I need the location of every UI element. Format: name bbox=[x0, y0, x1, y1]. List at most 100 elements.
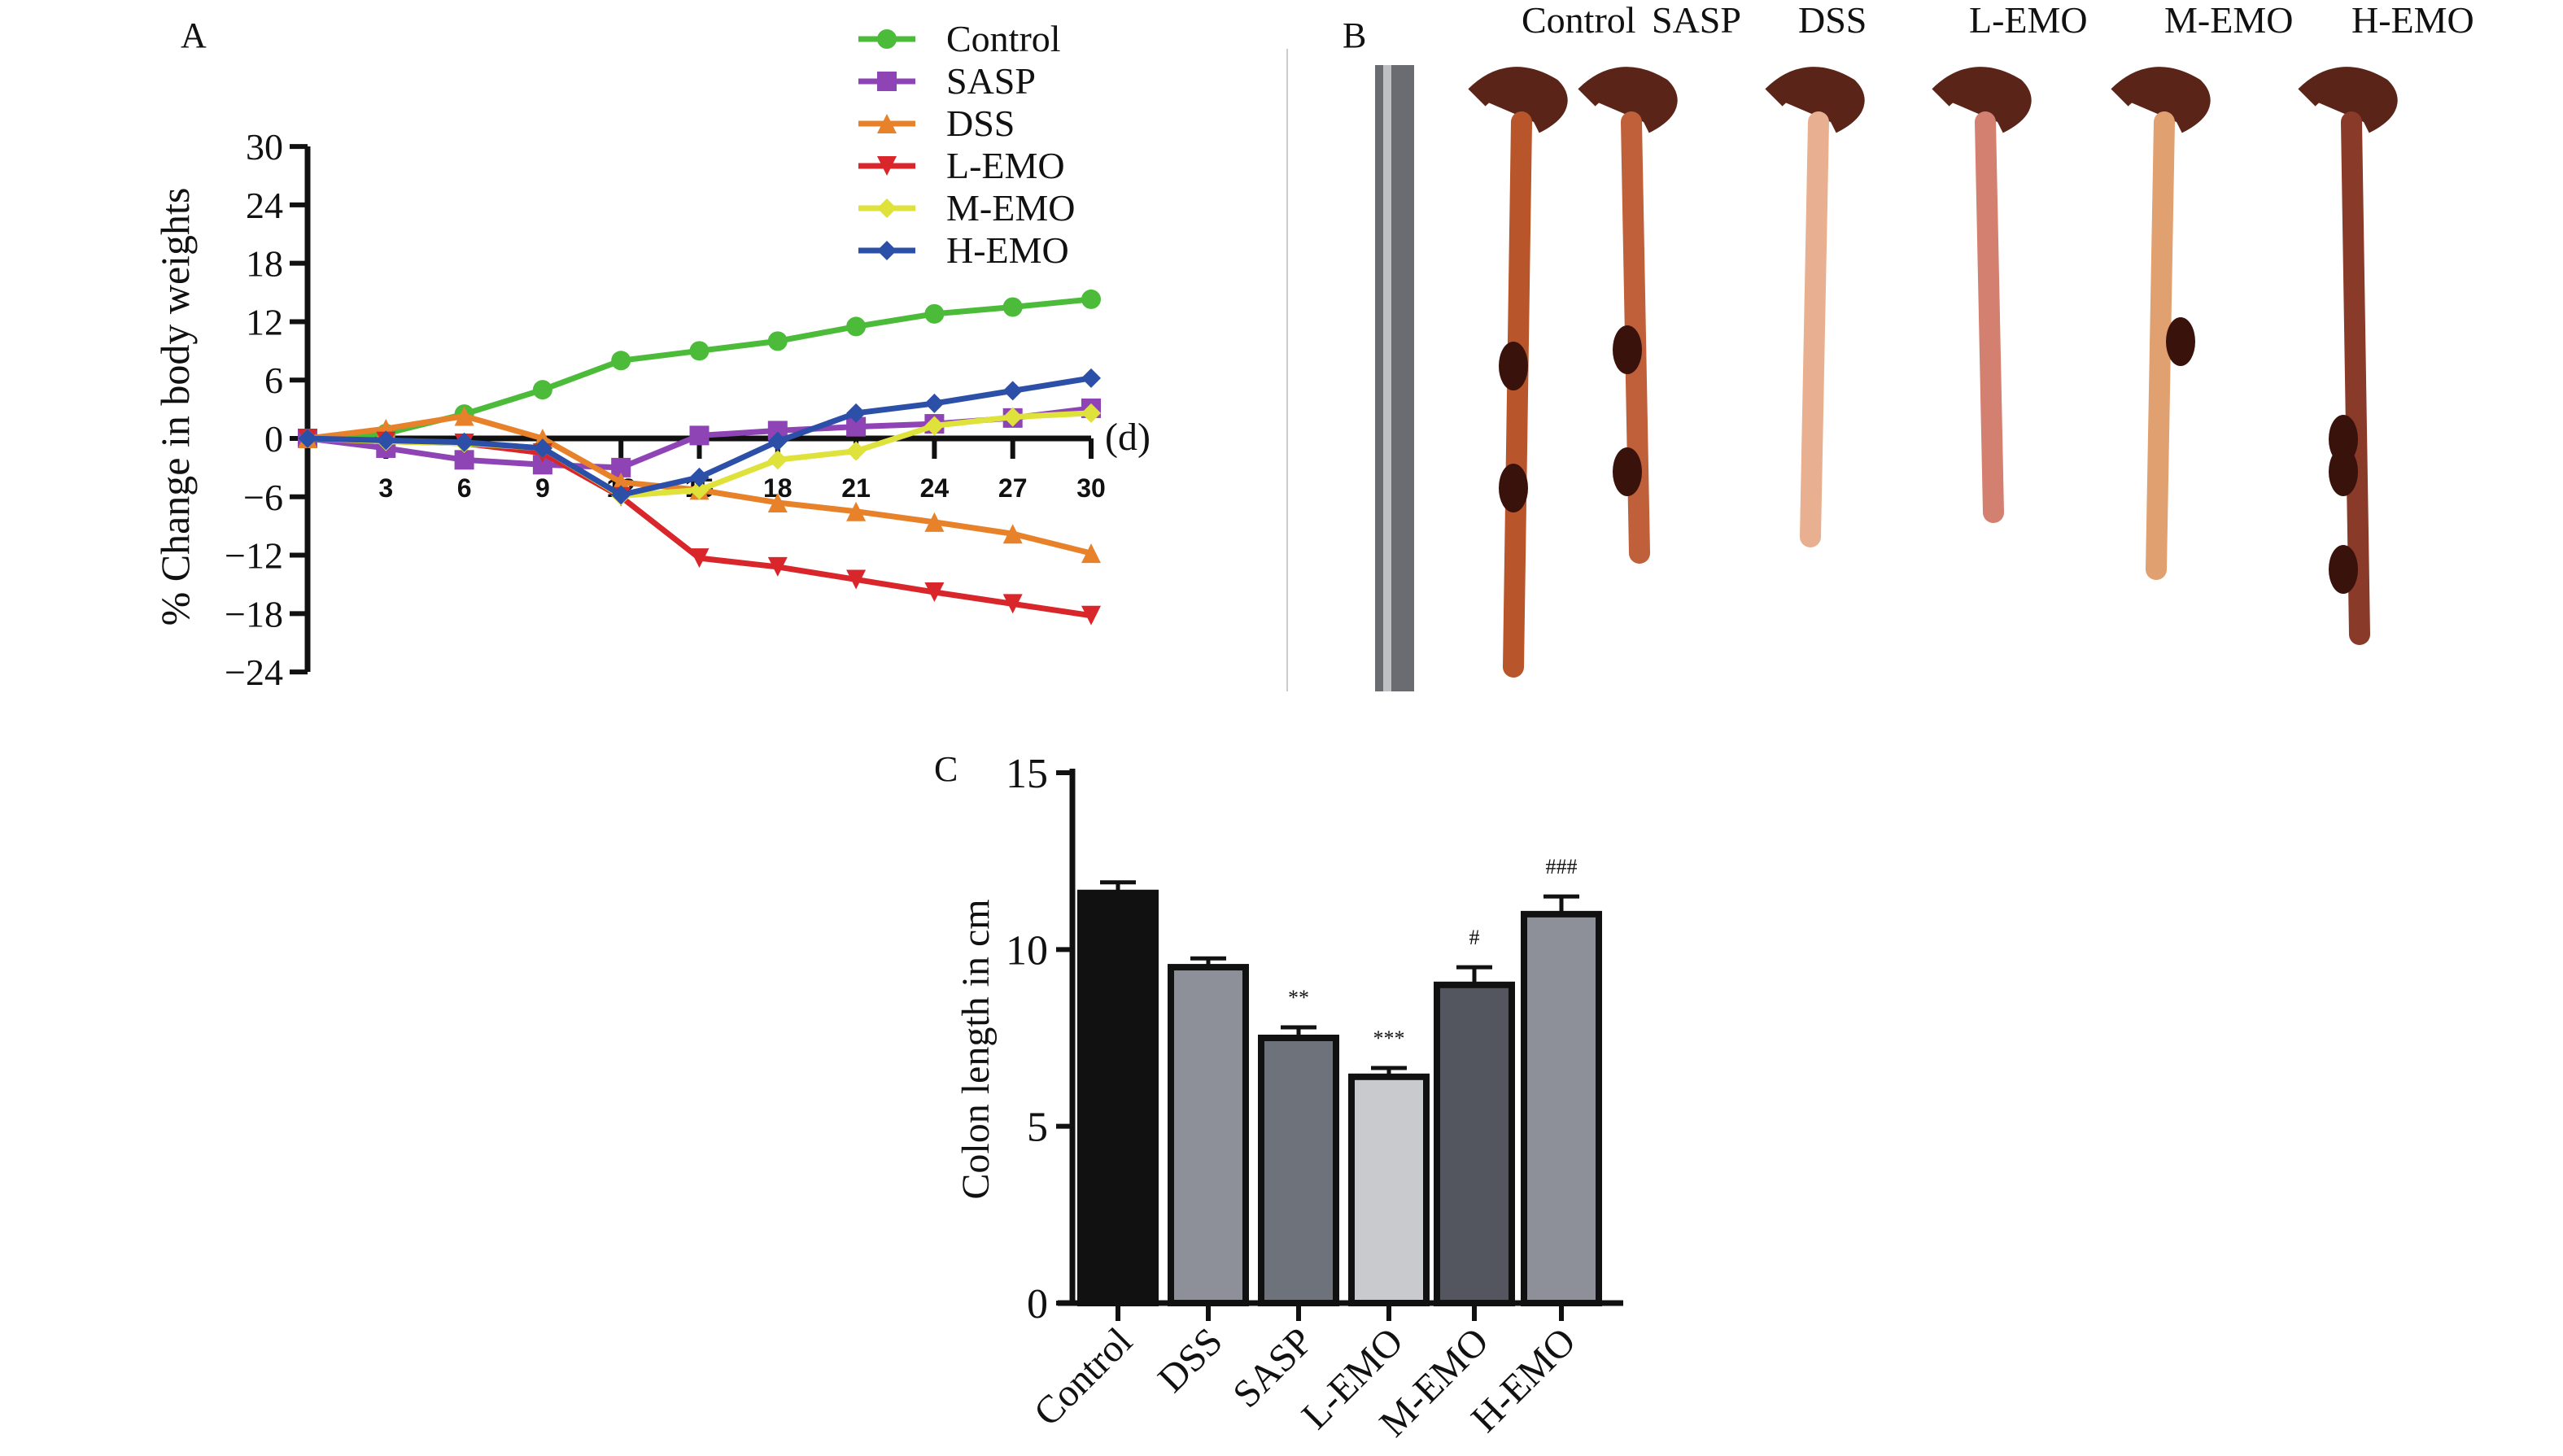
significance-label: # bbox=[1469, 926, 1480, 949]
panel-label-c: C bbox=[934, 749, 958, 789]
y-tick-label: 10 bbox=[1006, 927, 1048, 974]
marker-circle bbox=[767, 331, 788, 351]
marker-diamond bbox=[1081, 368, 1101, 388]
fecal-pellet bbox=[1613, 447, 1642, 496]
photo-label: SASP bbox=[1652, 0, 1741, 41]
x-tick-label: Control bbox=[1026, 1319, 1141, 1434]
y-tick-label: 15 bbox=[1006, 751, 1048, 797]
photo-label: L-EMO bbox=[1969, 0, 2088, 41]
marker-circle bbox=[924, 303, 945, 324]
marker-triangle bbox=[767, 492, 788, 512]
marker-diamond bbox=[376, 430, 396, 451]
fecal-pellet bbox=[1613, 325, 1642, 374]
y-tick-label: 0 bbox=[1027, 1281, 1048, 1327]
cecum bbox=[2298, 67, 2398, 133]
colon-segment bbox=[1503, 111, 1532, 678]
marker-triangle-down bbox=[846, 569, 867, 590]
cecum bbox=[2111, 67, 2211, 133]
marker-triangle bbox=[924, 512, 945, 532]
y-tick-label: 5 bbox=[1027, 1105, 1048, 1151]
marker-circle bbox=[689, 341, 710, 361]
marker-triangle-down bbox=[924, 582, 945, 603]
y-tick-label: 18 bbox=[246, 243, 283, 285]
bar-control bbox=[1077, 889, 1159, 1306]
marker-triangle-down bbox=[1002, 594, 1023, 614]
bar-y-axis-label: Colon length in cm bbox=[954, 899, 998, 1199]
marker-diamond bbox=[846, 403, 867, 423]
marker-triangle bbox=[877, 114, 897, 133]
fecal-pellet bbox=[2329, 545, 2358, 594]
cecum bbox=[1578, 67, 1678, 133]
colon-photo bbox=[1375, 65, 2398, 691]
marker-diamond bbox=[1002, 407, 1023, 427]
marker-triangle bbox=[1002, 524, 1023, 544]
ruler bbox=[1375, 65, 1414, 691]
bar-h-emo bbox=[1521, 910, 1602, 1307]
bar-l-emo bbox=[1348, 1073, 1430, 1307]
cecum bbox=[1932, 67, 2032, 133]
marker-diamond bbox=[689, 480, 710, 500]
panel-label-b: B bbox=[1343, 15, 1366, 55]
photo-label: Control bbox=[1522, 0, 1636, 41]
marker-triangle-down bbox=[689, 548, 710, 569]
cecum bbox=[1468, 67, 1568, 133]
y-tick-label: 30 bbox=[246, 126, 283, 168]
marker-diamond bbox=[846, 441, 867, 461]
marker-diamond bbox=[454, 432, 474, 452]
marker-triangle bbox=[1081, 543, 1101, 564]
x-tick-label: DSS bbox=[1150, 1319, 1231, 1401]
x-tick-label: 21 bbox=[841, 473, 871, 503]
legend-label: SASP bbox=[946, 60, 1036, 102]
y-tick-label: −24 bbox=[225, 652, 283, 693]
legend-label: M-EMO bbox=[946, 187, 1075, 229]
marker-square bbox=[689, 425, 710, 446]
colon-segment bbox=[1800, 111, 1829, 547]
cecum bbox=[1765, 67, 1865, 133]
marker-diamond bbox=[532, 438, 552, 458]
ruler-highlight bbox=[1383, 65, 1391, 691]
y-tick-label: 24 bbox=[246, 185, 283, 226]
marker-diamond bbox=[1002, 381, 1023, 401]
marker-diamond bbox=[877, 241, 897, 260]
body-weight-line-chart: 3024181260−6−12−18−2436912151821242730Co… bbox=[225, 18, 1106, 693]
photo-label: DSS bbox=[1798, 0, 1867, 41]
colon-segment bbox=[1975, 111, 2004, 523]
fecal-pellet bbox=[2329, 447, 2358, 496]
y-tick-label: −12 bbox=[225, 535, 283, 577]
y-tick-label: 6 bbox=[264, 360, 283, 401]
fecal-pellet bbox=[1499, 464, 1528, 512]
marker-diamond bbox=[689, 467, 710, 487]
legend-label: DSS bbox=[946, 102, 1015, 144]
bar-dss bbox=[1168, 964, 1249, 1306]
series-line bbox=[307, 296, 1092, 442]
marker-circle bbox=[611, 351, 631, 371]
y-tick-label: 0 bbox=[264, 418, 283, 460]
bar-sasp bbox=[1258, 1035, 1339, 1306]
marker-triangle-down bbox=[877, 156, 897, 176]
series-h-emo bbox=[298, 368, 1101, 505]
y-tick-label: −6 bbox=[243, 477, 283, 518]
photo-label: H-EMO bbox=[2351, 0, 2474, 41]
significance-label: ** bbox=[1288, 986, 1309, 1009]
fecal-pellet bbox=[1499, 342, 1528, 390]
colon-segment bbox=[2146, 111, 2175, 580]
bar-m-emo bbox=[1434, 981, 1515, 1307]
marker-square bbox=[454, 450, 474, 470]
y-tick-label: −18 bbox=[225, 593, 283, 634]
marker-diamond bbox=[767, 450, 788, 470]
marker-circle bbox=[532, 380, 552, 400]
marker-triangle-down bbox=[1081, 605, 1101, 626]
marker-triangle bbox=[846, 501, 867, 521]
marker-diamond bbox=[767, 431, 788, 451]
x-tick-label: 27 bbox=[998, 473, 1028, 503]
significance-label: ### bbox=[1546, 855, 1578, 878]
marker-triangle-down bbox=[767, 556, 788, 577]
significance-label: *** bbox=[1373, 1027, 1405, 1050]
x-tick-label: 3 bbox=[378, 473, 393, 503]
fecal-pellet bbox=[2166, 317, 2195, 366]
y-tick-label: 12 bbox=[246, 301, 283, 342]
x-tick-label: 9 bbox=[535, 473, 550, 503]
marker-triangle bbox=[454, 406, 474, 426]
